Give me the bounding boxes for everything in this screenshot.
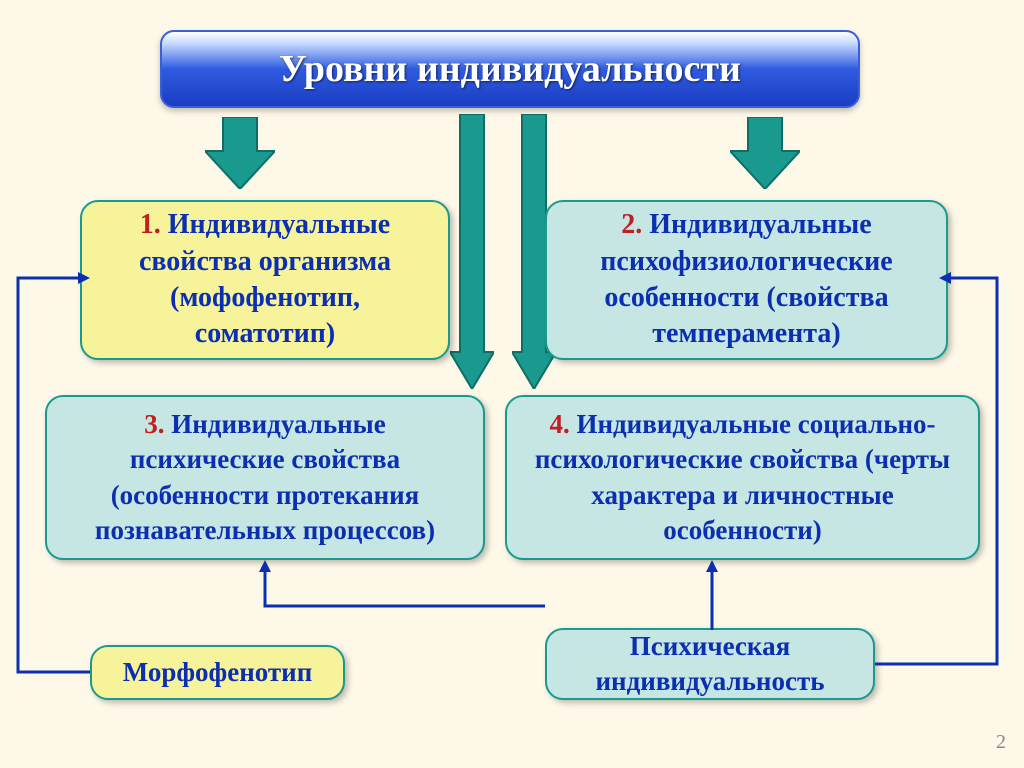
arrow-title-right xyxy=(730,117,800,189)
arrow-title-left xyxy=(205,117,275,189)
card-3-num: 3. xyxy=(144,409,164,439)
card-1: 1. Индивидуальные свойства организма (мо… xyxy=(80,200,450,360)
title-box: Уровни индивидуальности xyxy=(160,30,860,108)
page-number: 2 xyxy=(996,731,1006,754)
connector-morpho-to-card1 xyxy=(8,270,93,680)
card-morphophenotype: Морфофенотип xyxy=(90,645,345,700)
connector-psychic-to-card4 xyxy=(700,560,724,632)
card-1-text: Индивидуальные свойства организма (мофоф… xyxy=(139,209,391,349)
card-3: 3. Индивидуальные психические свойства (… xyxy=(45,395,485,560)
card-5-text: Морфофенотип xyxy=(123,655,313,690)
card-psychic-individuality: Психическая индивидуальность xyxy=(545,628,875,700)
connector-psychic-to-card3 xyxy=(255,560,555,612)
card-2-text: Индивидуальные психофизиологические особ… xyxy=(600,209,892,349)
connector-psychic-to-card2 xyxy=(875,270,1015,670)
arrow-title-b3 xyxy=(450,114,494,389)
card-4-num: 4. xyxy=(549,409,569,439)
card-1-num: 1. xyxy=(140,209,161,240)
card-2-num: 2. xyxy=(621,209,642,240)
card-6-text: Психическая индивидуальность xyxy=(565,629,855,699)
title-text: Уровни индивидуальности xyxy=(279,47,741,91)
